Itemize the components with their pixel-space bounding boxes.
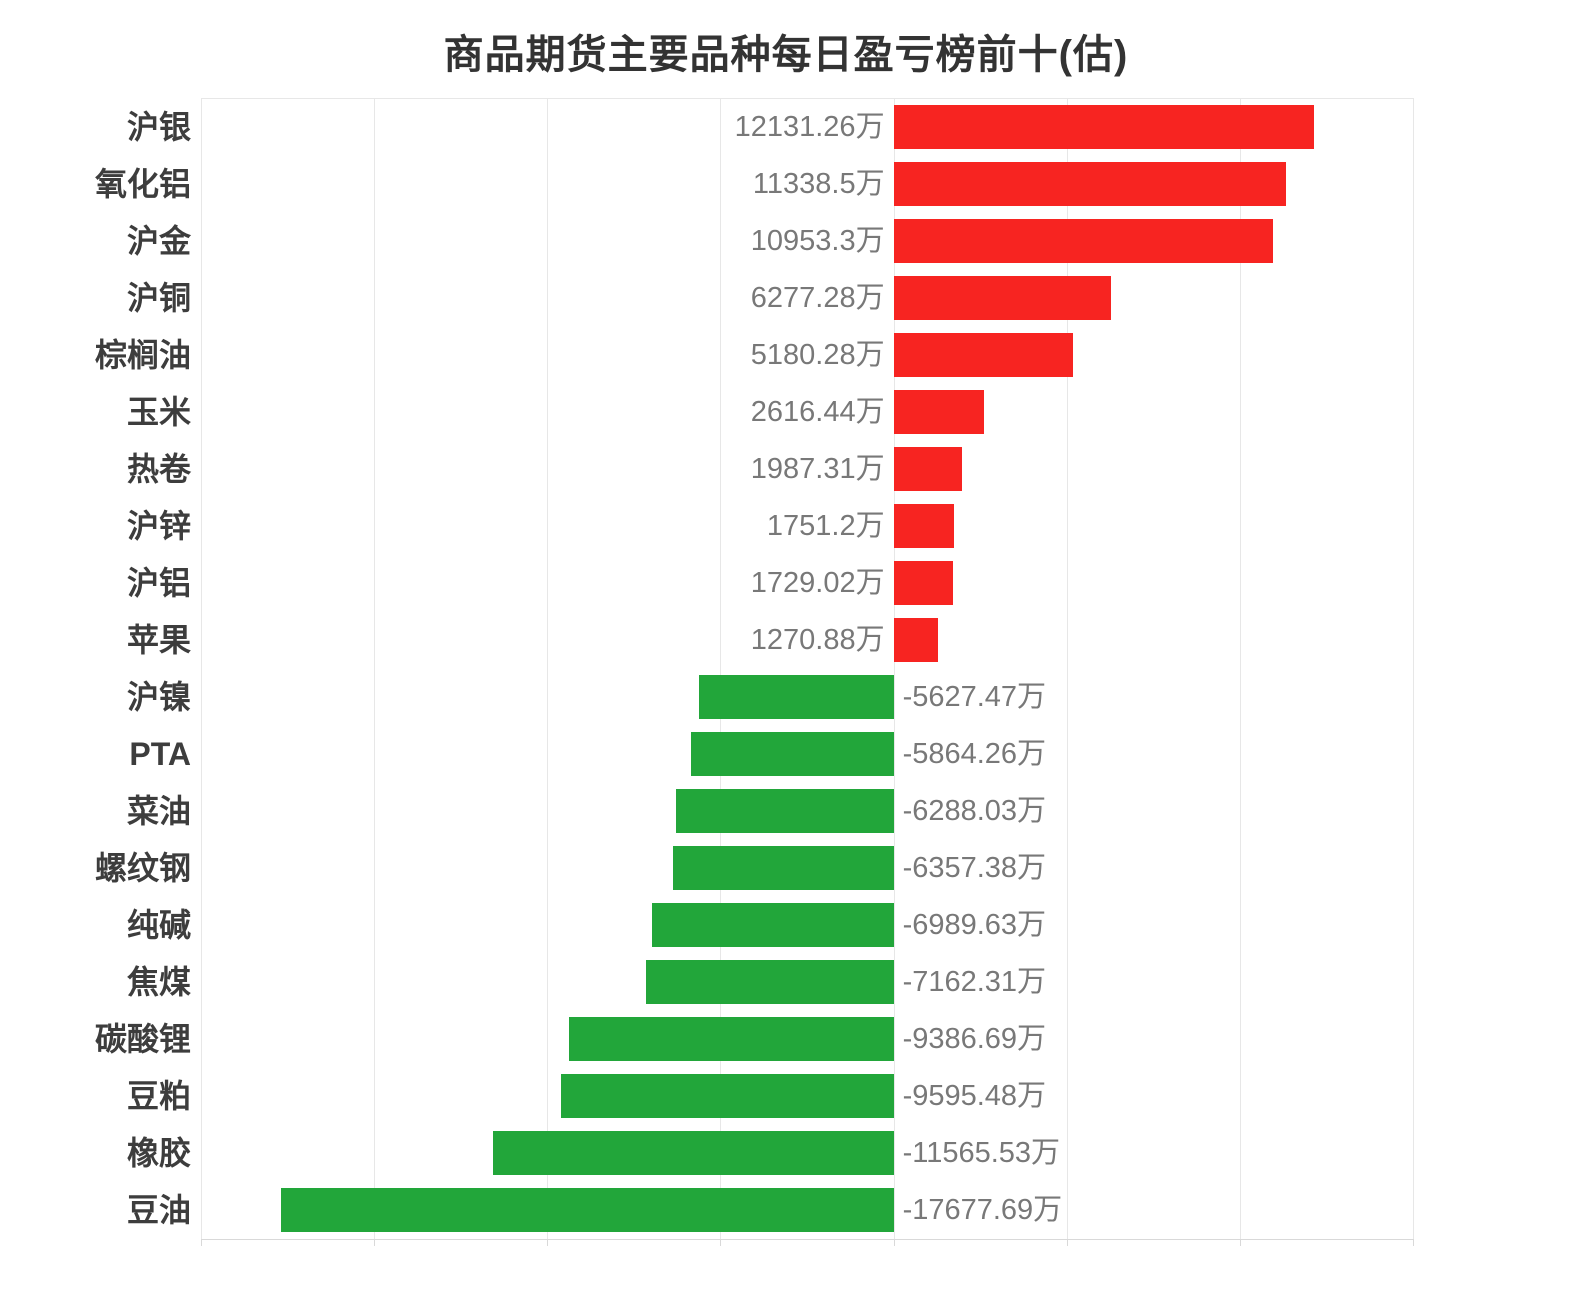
category-label: 棕榈油	[94, 336, 191, 373]
value-label: -7162.31万	[902, 966, 1047, 999]
bar-negative	[673, 846, 894, 891]
bar-positive	[893, 446, 963, 491]
category-label: 纯碱	[126, 907, 191, 944]
chart-title: 商品期货主要品种每日盈亏榜前十(估)	[443, 33, 1129, 77]
category-label: 菜油	[126, 793, 191, 830]
x-axis-line	[201, 1239, 1413, 1240]
category-label: 氧化铝	[94, 165, 191, 202]
value-label: 10953.3万	[750, 224, 885, 257]
grid-line	[720, 98, 722, 1239]
value-label: -6357.38万	[902, 852, 1047, 885]
axis-tick	[374, 1239, 376, 1246]
bar-positive	[893, 332, 1073, 377]
axis-tick	[720, 1239, 722, 1246]
grid-line	[1413, 98, 1414, 1239]
value-label: -17677.69万	[902, 1194, 1063, 1227]
value-label: -5627.47万	[902, 681, 1047, 714]
value-label: -6989.63万	[902, 909, 1047, 942]
grid-line	[201, 98, 202, 1239]
category-label: 苹果	[126, 621, 191, 658]
value-label: 1270.88万	[750, 623, 885, 656]
category-label: 热卷	[126, 450, 191, 487]
grid-line	[1239, 98, 1241, 1239]
value-label: 2616.44万	[750, 395, 885, 428]
grid-line	[547, 98, 549, 1239]
axis-tick	[893, 1239, 895, 1246]
value-label: -5864.26万	[902, 738, 1047, 771]
bar-negative	[645, 960, 894, 1005]
value-label: 6277.28万	[750, 281, 885, 314]
bar-positive	[893, 104, 1314, 149]
category-label: 豆油	[126, 1192, 191, 1229]
bar-negative	[690, 732, 894, 777]
bar-positive	[893, 560, 954, 605]
bar-negative	[568, 1017, 894, 1062]
value-label: -11565.53万	[902, 1137, 1061, 1170]
category-label: 沪铝	[126, 564, 191, 601]
category-label: 沪银	[126, 108, 191, 145]
category-label: 螺纹钢	[94, 850, 191, 887]
axis-tick	[547, 1239, 549, 1246]
bar-negative	[493, 1131, 894, 1176]
category-label: 橡胶	[126, 1135, 191, 1172]
value-label: 1987.31万	[750, 452, 885, 485]
category-label: 豆粕	[126, 1078, 191, 1115]
bar-negative	[698, 675, 894, 720]
value-label: 5180.28万	[750, 338, 885, 371]
value-label: 1729.02万	[750, 566, 885, 599]
bar-positive	[893, 503, 955, 548]
bar-positive	[893, 161, 1287, 206]
value-label: -9595.48万	[902, 1080, 1047, 1113]
category-label: 焦煤	[126, 964, 191, 1001]
axis-tick	[1413, 1239, 1414, 1246]
category-label: 玉米	[126, 393, 191, 430]
category-label: 沪镍	[126, 679, 191, 716]
category-label: PTA	[129, 736, 191, 773]
axis-tick	[1239, 1239, 1241, 1246]
category-label: 沪铜	[126, 279, 191, 316]
bar-positive	[893, 275, 1111, 320]
value-label: -6288.03万	[902, 795, 1047, 828]
axis-tick	[201, 1239, 202, 1246]
bar-negative	[651, 903, 894, 948]
bar-positive	[893, 218, 1273, 263]
grid-line	[374, 98, 376, 1239]
category-label: 碳酸锂	[94, 1021, 191, 1058]
bar-negative	[281, 1188, 894, 1233]
value-label: 11338.5万	[752, 167, 885, 200]
value-label: -9386.69万	[902, 1023, 1047, 1056]
category-label: 沪锌	[126, 507, 191, 544]
grid-line	[893, 98, 895, 1239]
value-label: 1751.2万	[766, 509, 885, 542]
category-label: 沪金	[126, 222, 191, 259]
bar-negative	[675, 789, 894, 834]
bar-negative	[561, 1074, 894, 1119]
grid-line	[1066, 98, 1068, 1239]
plot-top-border	[201, 98, 1413, 99]
bar-positive	[893, 389, 985, 434]
axis-tick	[1066, 1239, 1068, 1246]
value-label: 12131.26万	[734, 110, 885, 143]
bar-positive	[893, 617, 938, 662]
